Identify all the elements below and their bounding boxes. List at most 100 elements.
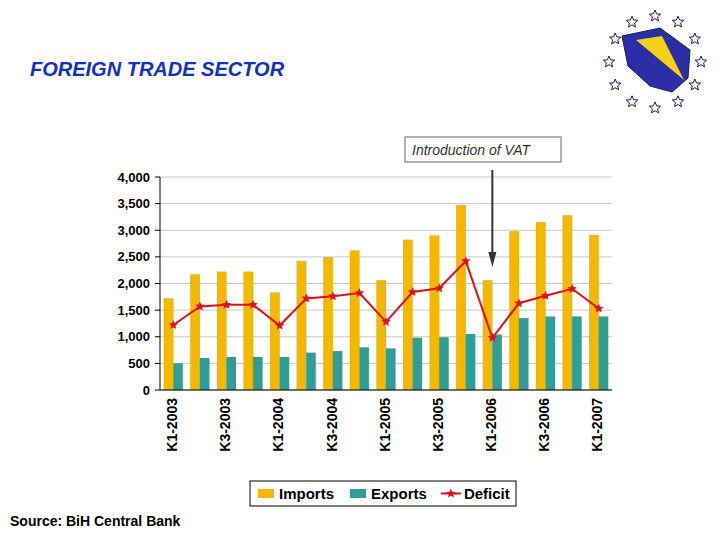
bar bbox=[563, 215, 573, 390]
source: Source: BiH Central Bank bbox=[10, 513, 181, 529]
y-tick-label: 2,500 bbox=[117, 249, 150, 264]
bar bbox=[350, 250, 360, 390]
annotation: Introduction of VAT bbox=[405, 137, 561, 267]
bar bbox=[546, 317, 556, 390]
grid-line bbox=[160, 390, 612, 391]
marker bbox=[169, 320, 179, 329]
bar bbox=[386, 348, 396, 390]
x-tick-label: K3-2004 bbox=[324, 398, 340, 452]
legend-swatch bbox=[258, 489, 274, 498]
bar bbox=[519, 318, 529, 390]
y-tick-label: 0 bbox=[143, 383, 150, 398]
line bbox=[173, 261, 598, 338]
x-tick-label: K3-2003 bbox=[217, 398, 233, 452]
bar bbox=[572, 317, 582, 390]
data bbox=[164, 205, 608, 390]
emblem-star bbox=[689, 79, 700, 90]
y-tick-label: 4,000 bbox=[117, 170, 150, 185]
marker bbox=[567, 284, 577, 293]
emblem-map bbox=[622, 28, 690, 92]
marker bbox=[328, 291, 338, 300]
marker bbox=[355, 288, 365, 297]
emblem-star bbox=[672, 96, 683, 107]
marker bbox=[541, 291, 551, 300]
y-tick bbox=[155, 336, 160, 337]
legend-label: Imports bbox=[279, 485, 334, 502]
bar bbox=[164, 298, 174, 390]
y-tick bbox=[155, 310, 160, 311]
y-tick-label: 1,000 bbox=[117, 329, 150, 344]
bar bbox=[253, 357, 263, 390]
y-tick bbox=[155, 283, 160, 284]
bar bbox=[492, 335, 502, 390]
marker bbox=[222, 300, 232, 309]
y-tick bbox=[155, 256, 160, 257]
bar bbox=[456, 205, 466, 390]
y-tick bbox=[155, 230, 160, 231]
marker bbox=[195, 301, 205, 310]
y-tick-label: 1,500 bbox=[117, 303, 150, 318]
bar bbox=[377, 280, 387, 390]
y-tick-label: 3,000 bbox=[117, 223, 150, 238]
chart-root: FOREIGN TRADE SECTOR 0 500 1,000 1,500 2,000 2… bbox=[0, 0, 720, 540]
marker bbox=[248, 300, 258, 309]
bar bbox=[323, 257, 333, 390]
bar bbox=[190, 274, 200, 390]
grid-line bbox=[160, 177, 612, 178]
emblem-star bbox=[689, 33, 700, 44]
marker bbox=[488, 333, 498, 342]
bar bbox=[413, 338, 423, 390]
bar bbox=[359, 347, 369, 390]
y-tick-label: 500 bbox=[128, 356, 150, 371]
bar bbox=[589, 235, 599, 390]
x-tick-label: K1-2003 bbox=[164, 398, 180, 452]
emblem-star bbox=[695, 56, 706, 67]
bar bbox=[430, 236, 440, 390]
legend-label: Exports bbox=[371, 485, 427, 502]
bar bbox=[333, 351, 343, 390]
emblem-star bbox=[649, 102, 660, 113]
bar bbox=[403, 240, 413, 390]
bar bbox=[226, 357, 236, 390]
x-tick-label: K1-2007 bbox=[589, 398, 605, 452]
marker bbox=[408, 287, 418, 296]
bar bbox=[297, 261, 307, 390]
annotation-arrowhead bbox=[488, 252, 496, 267]
emblem-star bbox=[609, 33, 620, 44]
legend-box bbox=[250, 481, 516, 506]
legend-swatch bbox=[350, 489, 366, 498]
annotation-box bbox=[405, 137, 561, 162]
marker bbox=[594, 304, 604, 313]
marker bbox=[275, 321, 285, 330]
marker bbox=[381, 317, 391, 326]
y-tick bbox=[155, 177, 160, 178]
annotation-arrow bbox=[491, 170, 493, 255]
bar bbox=[270, 293, 280, 390]
x-axis: K1-2003 K3-2003 K1-2004 K3-2004 K1-2005 K3-20… bbox=[164, 398, 605, 452]
bar bbox=[466, 334, 476, 390]
bar bbox=[200, 358, 210, 390]
y-tick-label: 2,000 bbox=[117, 276, 150, 291]
emblem-star bbox=[603, 56, 614, 67]
bar bbox=[536, 222, 546, 390]
emblem-star bbox=[672, 16, 683, 27]
grid-line bbox=[160, 203, 612, 204]
bar bbox=[280, 357, 290, 390]
x-tick-label: K3-2006 bbox=[536, 398, 552, 452]
marker bbox=[434, 283, 444, 292]
y-tick-label: 3,500 bbox=[117, 196, 150, 211]
bar bbox=[599, 317, 609, 390]
emblem-star bbox=[609, 79, 620, 90]
annotation-text: Introduction of VAT bbox=[412, 142, 531, 158]
legend-label: Deficit bbox=[464, 485, 510, 502]
bar bbox=[439, 337, 449, 390]
y-tick bbox=[155, 203, 160, 204]
title: FOREIGN TRADE SECTOR bbox=[30, 58, 285, 80]
emblem-star bbox=[626, 96, 637, 107]
marker bbox=[461, 256, 471, 265]
legend: Imports Exports Deficit bbox=[250, 481, 516, 506]
bar bbox=[244, 272, 254, 390]
x-tick-label: K3-2005 bbox=[430, 398, 446, 452]
x-tick-label: K1-2005 bbox=[377, 398, 393, 452]
x-tick-label: K1-2004 bbox=[270, 398, 286, 452]
